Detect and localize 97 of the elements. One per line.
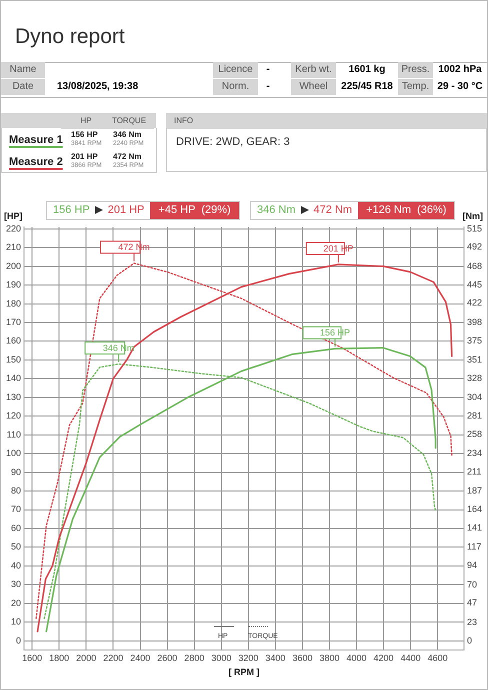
y2-tick-label: 445 [466,279,482,290]
text: Date [1,79,45,95]
text: TORQUE [104,113,154,129]
y2-tick-label: 47 [466,598,477,608]
x-tick-label: 4400 [400,653,421,664]
y2-tick-label: 70 [466,579,477,590]
text: Licence [213,62,258,78]
text: 472 Nm [314,204,352,216]
text: 1601 kg [348,63,386,77]
y2-tick-label: 515 [466,223,482,234]
x-tick-label: 2000 [76,653,96,664]
x-tick-label: 2200 [103,653,124,664]
y-tick-label: 150 [6,354,22,364]
text: +45 HP (29%) [150,202,239,219]
text: 472 Nm [113,152,142,161]
text: +126 Nm (36%) [358,202,454,219]
y2-tick-label: 375 [466,335,482,346]
text: INFO [166,113,487,129]
y-axis-title: [HP] [4,210,22,221]
y-tick-label: 30 [11,579,22,590]
x-tick-label: 2600 [157,653,178,664]
y-tick-label: 190 [6,280,22,290]
text: Norm. [213,79,258,95]
y2-tick-label: 492 [466,242,482,252]
y-tick-label: 100 [6,448,22,458]
text: - [265,63,271,77]
y2-tick-label: 351 [466,354,482,365]
y2-tick-label: 0 [466,635,472,646]
y2-tick-label: 23 [466,616,477,627]
text: 156 HP [71,130,98,139]
y2-tick-label: 94 [466,560,477,570]
y2-tick-label: 304 [466,392,482,402]
y-tick-label: 90 [11,466,22,477]
y2-tick-label: 187 [466,486,482,496]
text: 156 HP [53,204,90,216]
text: Name [1,62,45,78]
y-tick-label: 10 [11,616,22,627]
y-tick-label: 40 [11,560,22,570]
chart-title: Dyno report [15,25,125,49]
text: 201 HP [108,204,144,216]
x-tick-label: 2400 [130,653,150,664]
text: Measure 2 [9,156,63,168]
y-tick-label: 50 [11,542,22,552]
text: Temp. [398,79,433,95]
y-tick-label: 80 [11,486,22,496]
text: DRIVE: 2WD, GEAR: 3 [176,136,290,148]
y2-tick-label: 141 [466,522,482,533]
y2-tick-label: 211 [466,466,482,477]
y-tick-label: 130 [6,392,22,402]
y-tick-label: 170 [6,316,22,327]
y-tick-label: 60 [11,522,22,533]
text: - [265,80,271,94]
text: 29 - 30 °C [436,80,484,94]
x-tick-label: 3400 [265,653,286,664]
text: 1002 hPa [437,63,483,77]
y2-axis-title: [Nm] [462,210,483,221]
y-tick-label: 120 [6,410,22,421]
y2-tick-label: 422 [466,298,482,308]
x-tick-label: 1800 [49,653,70,664]
text: 225/45 R18 [340,80,394,94]
y-tick-label: 220 [6,223,22,234]
text: 346 Nm [257,204,296,216]
x-axis-title: [ RPM ] [228,667,260,678]
y2-tick-label: 328 [466,372,482,383]
y2-tick-label: 468 [466,260,482,271]
y-tick-label: 70 [11,504,22,514]
y-tick-label: 180 [6,298,22,308]
y-tick-label: 140 [6,373,22,384]
x-tick-label: 2800 [184,653,204,664]
text: Measure 1 [9,134,63,146]
text: Press. [398,62,433,78]
y2-tick-label: 117 [466,542,482,552]
x-tick-label: 3000 [211,653,232,664]
x-tick-label: 1600 [22,653,42,664]
y-tick-label: 210 [6,242,22,252]
y2-tick-label: 281 [466,410,482,421]
x-tick-label: 3200 [238,653,258,664]
x-tick-label: 3600 [292,653,312,664]
text: HP [61,113,111,129]
text: Kerb wt. [291,62,336,78]
y2-tick-label: 398 [466,316,482,327]
y-tick-label: 110 [6,429,22,440]
x-tick-label: 4000 [346,653,367,664]
y-tick-label: 160 [6,336,22,346]
y-tick-label: 200 [6,260,22,271]
x-tick-label: 4200 [374,653,394,664]
text: Wheel [291,79,336,95]
text: 346 Nm [113,130,142,139]
text: 201 HP [71,152,98,161]
text: 13/08/2025, 19:38 [56,80,140,94]
y2-tick-label: 258 [466,428,482,439]
y-tick-label: 20 [11,598,22,608]
y2-tick-label: 234 [466,448,482,458]
y-tick-label: 0 [16,635,22,646]
x-tick-label: 3800 [319,653,340,664]
y2-tick-label: 164 [466,504,482,514]
x-tick-label: 4600 [428,653,448,664]
